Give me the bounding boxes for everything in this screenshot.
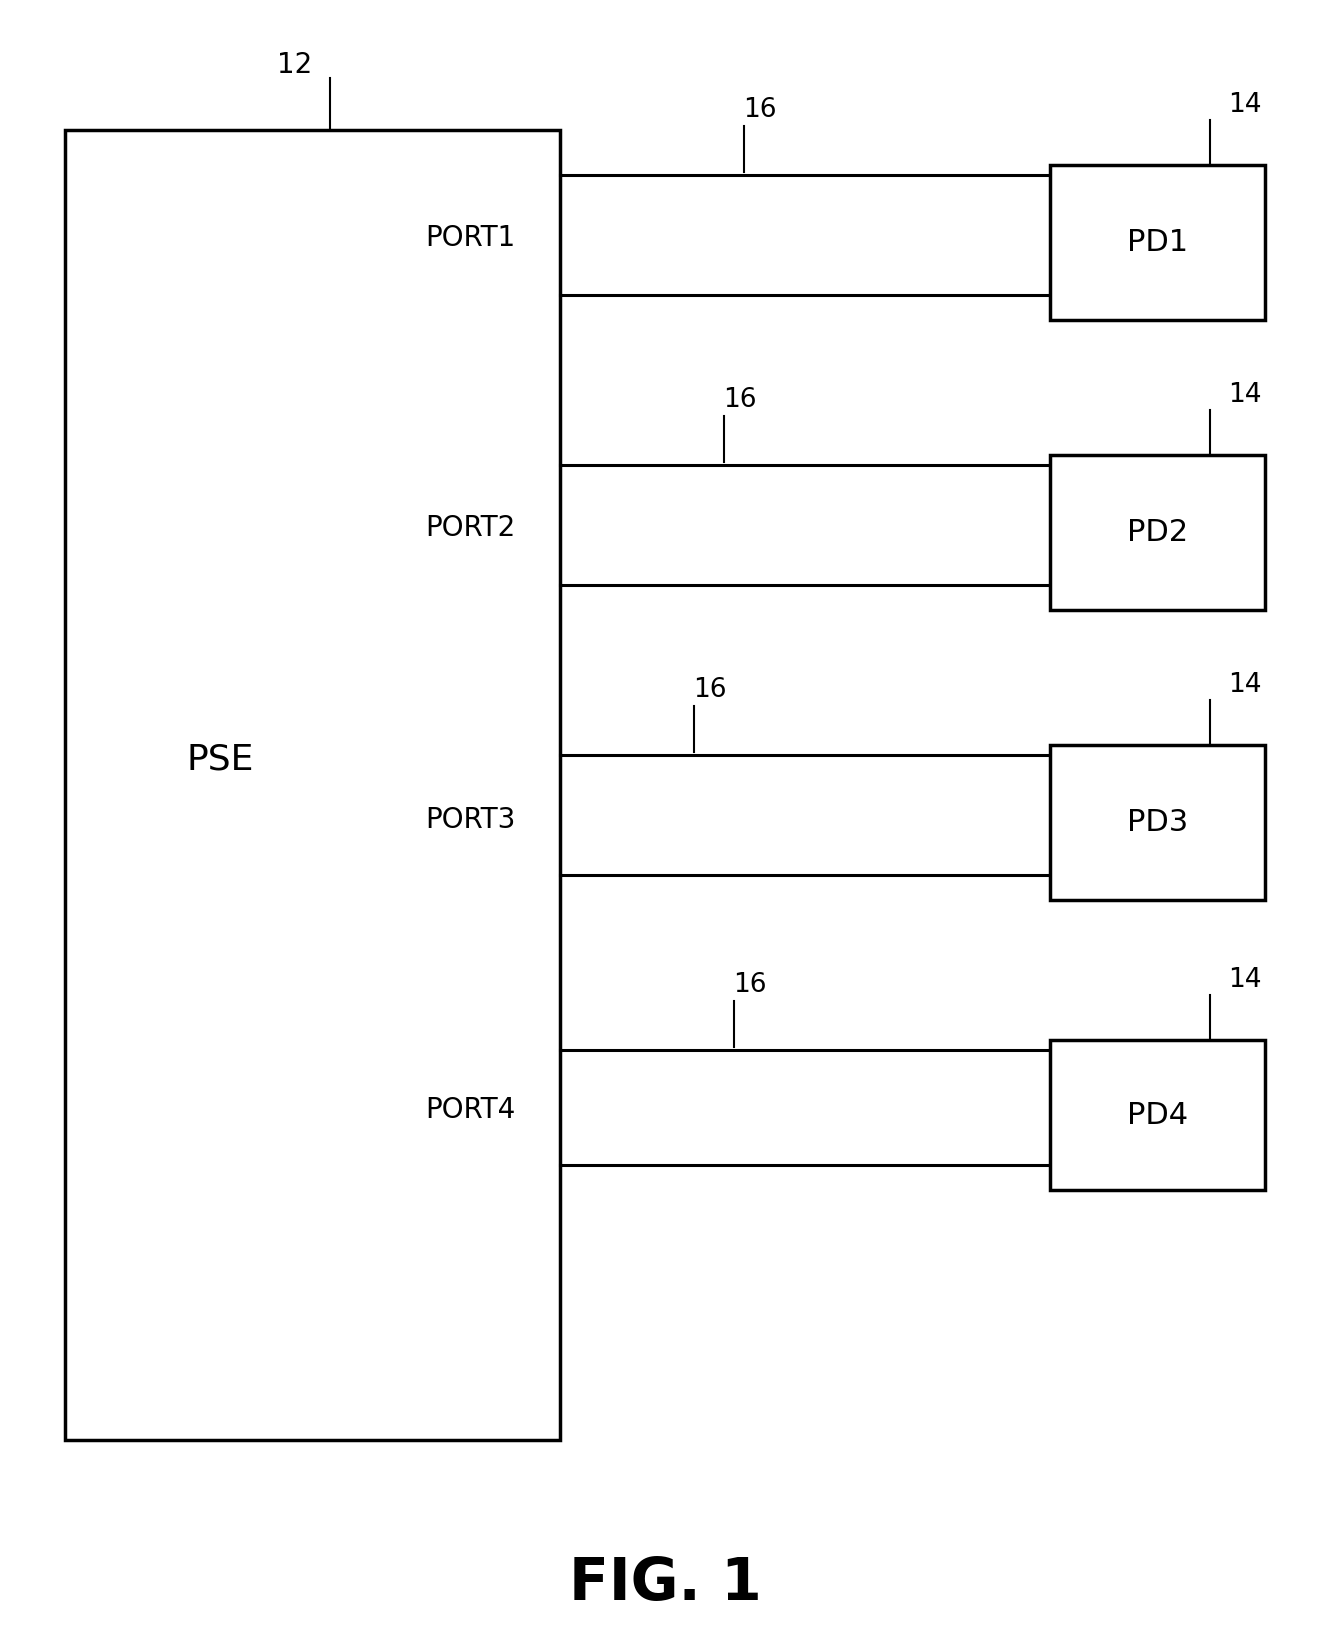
Bar bbox=[1049, 454, 1265, 611]
Text: FIG. 1: FIG. 1 bbox=[569, 1555, 761, 1611]
Text: 14: 14 bbox=[1228, 966, 1262, 993]
Text: 16: 16 bbox=[693, 677, 726, 703]
Text: PORT3: PORT3 bbox=[424, 807, 515, 835]
Text: 16: 16 bbox=[733, 973, 767, 997]
Text: PSE: PSE bbox=[186, 742, 254, 777]
Text: PD1: PD1 bbox=[1127, 229, 1188, 257]
Text: 16: 16 bbox=[743, 97, 777, 123]
Text: PD3: PD3 bbox=[1127, 808, 1188, 838]
Bar bbox=[1049, 165, 1265, 319]
Text: 14: 14 bbox=[1228, 672, 1262, 698]
Text: 12: 12 bbox=[278, 51, 313, 79]
Text: PORT4: PORT4 bbox=[424, 1096, 515, 1124]
Text: 14: 14 bbox=[1228, 92, 1262, 119]
Text: PORT1: PORT1 bbox=[424, 224, 515, 252]
Text: 14: 14 bbox=[1228, 382, 1262, 408]
Bar bbox=[1049, 1040, 1265, 1190]
Bar bbox=[65, 130, 560, 1440]
Text: PD4: PD4 bbox=[1127, 1101, 1188, 1129]
Bar bbox=[1049, 746, 1265, 900]
Text: PORT2: PORT2 bbox=[424, 514, 515, 542]
Text: 16: 16 bbox=[724, 387, 757, 413]
Text: PD2: PD2 bbox=[1127, 518, 1188, 546]
